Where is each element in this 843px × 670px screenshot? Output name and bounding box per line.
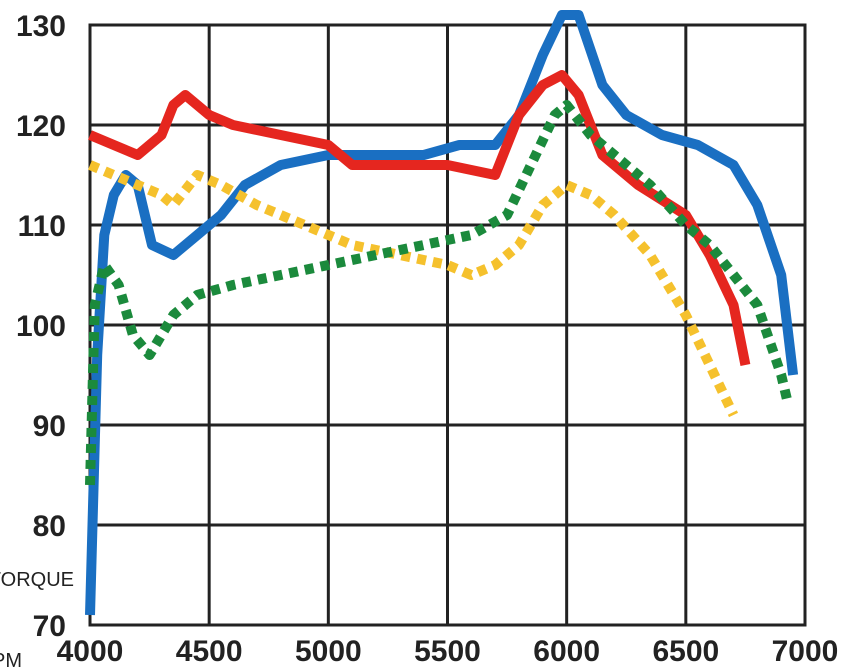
x-tick-label: 5000 bbox=[295, 635, 362, 668]
grid bbox=[88, 23, 807, 627]
x-axis-label: RPM bbox=[0, 650, 22, 670]
x-tick-label: 4000 bbox=[57, 635, 124, 668]
y-tick-label: 120 bbox=[16, 110, 66, 143]
y-tick-label: 80 bbox=[33, 510, 66, 543]
y-tick-label: 70 bbox=[33, 610, 66, 643]
x-tick-label: 4500 bbox=[176, 635, 243, 668]
series-line-2 bbox=[88, 70, 751, 366]
series-line-1 bbox=[85, 10, 799, 616]
y-tick-label: 100 bbox=[16, 310, 66, 343]
series-line-3 bbox=[88, 160, 739, 418]
series-layer bbox=[85, 10, 799, 616]
series-line-4 bbox=[85, 100, 794, 486]
x-tick-label: 7000 bbox=[772, 635, 839, 668]
y-tick-label: 90 bbox=[33, 410, 66, 443]
tick-labels: 4000 4500 5000 5500 6000 6500 7000 70 80 90 100 110… bbox=[16, 10, 838, 668]
x-tick-label: 5500 bbox=[414, 635, 481, 668]
y-axis-label: TORQUE bbox=[0, 569, 74, 591]
y-tick-label: 130 bbox=[16, 10, 66, 43]
y-tick-label: 110 bbox=[18, 210, 66, 243]
x-tick-label: 6500 bbox=[652, 635, 719, 668]
x-tick-label: 6000 bbox=[533, 635, 600, 668]
